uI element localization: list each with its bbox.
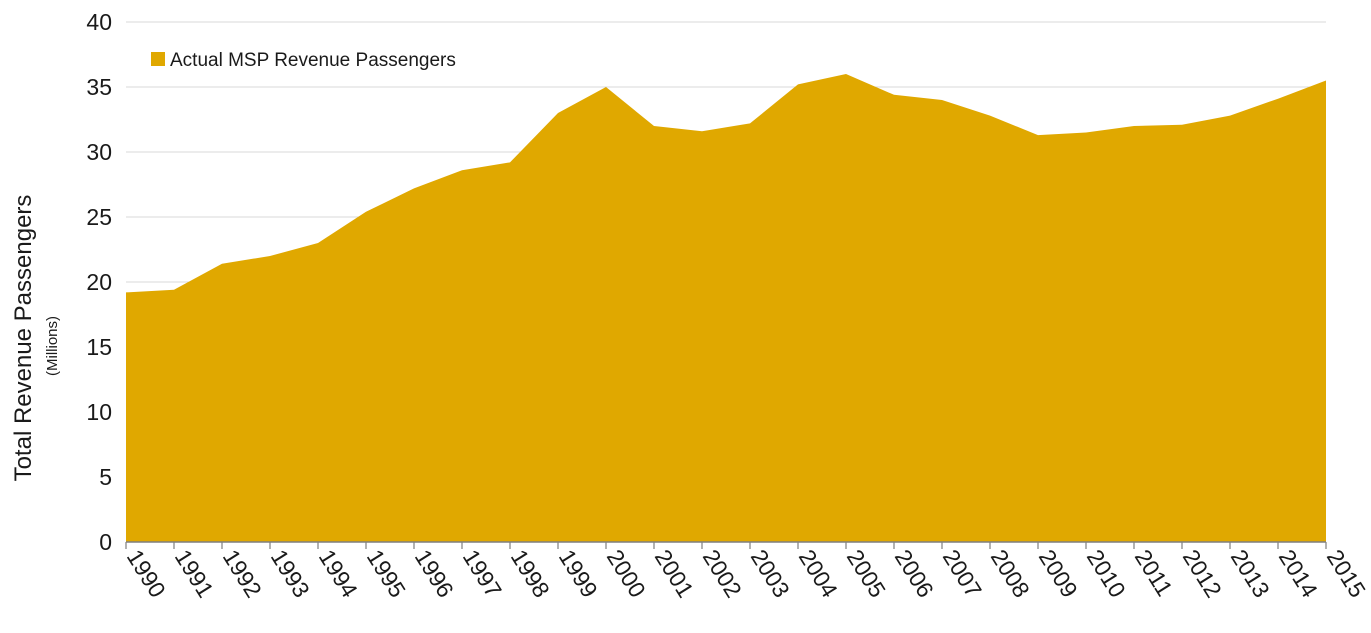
series-area-layer [126,74,1326,542]
y-tick-label-40: 40 [86,9,112,35]
y-tick-labels: 0 5 10 15 20 25 30 35 40 [86,9,112,555]
x-tick-label-2008: 2008 [986,545,1035,602]
x-tick-label-2015: 2015 [1322,545,1371,602]
y-tick-label-35: 35 [86,74,112,100]
y-tick-label-25: 25 [86,204,112,230]
x-tick-label-2000: 2000 [602,545,651,602]
axes [125,541,1327,549]
x-tick-label-1997: 1997 [458,545,507,602]
x-tick-label-2004: 2004 [794,545,843,602]
y-tick-label-0: 0 [99,529,112,555]
legend-swatch [151,52,165,66]
x-tick-label-1996: 1996 [410,545,459,602]
x-tick-label-2009: 2009 [1034,545,1083,602]
y-tick-label-20: 20 [86,269,112,295]
x-tick-label-1991: 1991 [170,545,219,602]
x-tick-label-2007: 2007 [938,545,987,602]
x-tick-label-1994: 1994 [314,545,363,602]
y-tick-label-30: 30 [86,139,112,165]
x-tick-label-2013: 2013 [1226,545,1275,602]
legend: Actual MSP Revenue Passengers [151,50,456,71]
x-tick-label-2011: 2011 [1130,545,1178,601]
x-tick-label-1995: 1995 [362,545,411,602]
x-tick-label-2014: 2014 [1274,545,1323,602]
x-tick-label-2001: 2001 [650,545,699,602]
x-tick-label-1990: 1990 [122,545,171,602]
y-axis-unit: (Millions) [44,316,61,376]
y-tick-label-15: 15 [86,334,112,360]
x-tick-label-2012: 2012 [1178,545,1227,602]
y-tick-label-10: 10 [86,399,112,425]
x-tick-label-2010: 2010 [1082,545,1131,602]
y-tick-label-5: 5 [99,464,112,490]
x-tick-label-1993: 1993 [266,545,315,602]
y-axis-title: Total Revenue Passengers [10,195,37,482]
x-tick-label-1998: 1998 [506,545,555,602]
x-tick-label-2003: 2003 [746,545,795,602]
x-tick-label-2006: 2006 [890,545,939,602]
x-tick-label-2005: 2005 [842,545,891,602]
x-tick-label-1999: 1999 [554,545,603,602]
legend-label: Actual MSP Revenue Passengers [170,50,456,71]
series-area-actual-msp [126,74,1326,542]
x-tick-label-1992: 1992 [218,545,267,602]
x-tick-labels: 1990199119921993199419951996199719981999… [122,545,1371,602]
x-tick-label-2002: 2002 [698,545,747,602]
